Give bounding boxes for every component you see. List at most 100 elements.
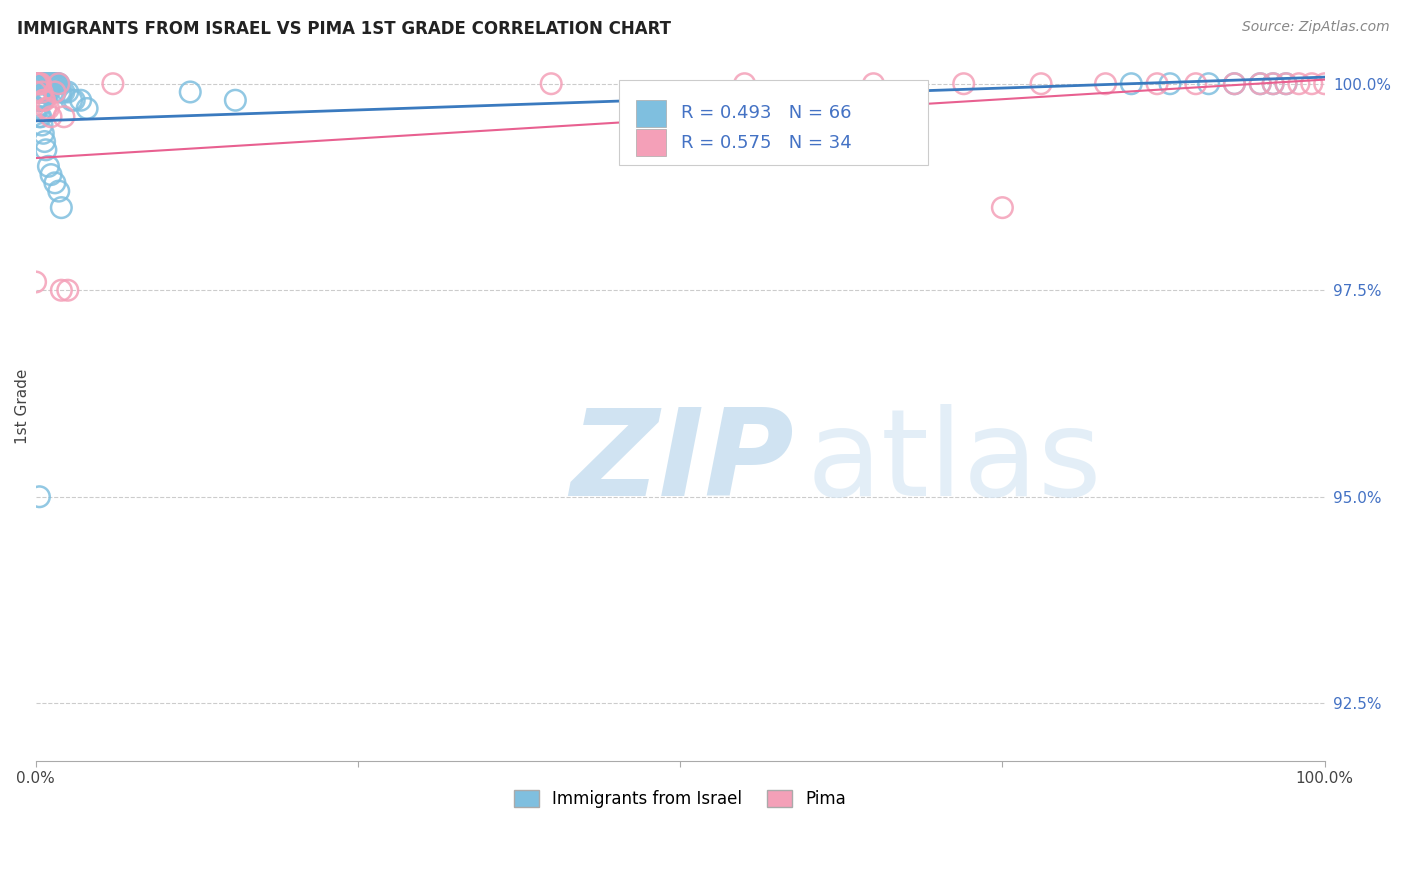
Point bbox=[952, 77, 974, 91]
Point bbox=[31, 77, 53, 91]
Point bbox=[1301, 77, 1323, 91]
Point bbox=[46, 77, 69, 91]
Point bbox=[35, 85, 58, 99]
Point bbox=[60, 93, 83, 107]
Point bbox=[25, 102, 48, 116]
Point bbox=[1261, 77, 1284, 91]
Point bbox=[1029, 77, 1052, 91]
Point bbox=[179, 85, 201, 99]
Point bbox=[1146, 77, 1168, 91]
Text: IMMIGRANTS FROM ISRAEL VS PIMA 1ST GRADE CORRELATION CHART: IMMIGRANTS FROM ISRAEL VS PIMA 1ST GRADE… bbox=[17, 20, 671, 37]
Point bbox=[32, 85, 55, 99]
Point bbox=[56, 283, 79, 297]
Point bbox=[24, 102, 46, 116]
Text: R = 0.493   N = 66: R = 0.493 N = 66 bbox=[681, 104, 851, 122]
Point bbox=[27, 85, 49, 99]
Point bbox=[31, 85, 53, 99]
Text: ZIPatlas: ZIPatlas bbox=[571, 404, 1054, 521]
Point bbox=[28, 490, 51, 504]
Text: atlas: atlas bbox=[807, 404, 1102, 521]
Point bbox=[30, 110, 52, 124]
Point bbox=[63, 93, 86, 107]
Point bbox=[1275, 77, 1298, 91]
Point bbox=[34, 85, 56, 99]
Point bbox=[27, 93, 49, 107]
Point bbox=[44, 176, 66, 190]
Point bbox=[1313, 77, 1336, 91]
Point bbox=[32, 93, 55, 107]
Point bbox=[25, 77, 48, 91]
Point bbox=[101, 77, 124, 91]
Point bbox=[30, 93, 52, 107]
Point bbox=[37, 77, 59, 91]
Point bbox=[1198, 77, 1220, 91]
Point bbox=[34, 77, 56, 91]
Point bbox=[28, 77, 51, 91]
Point bbox=[25, 77, 48, 91]
Point bbox=[862, 77, 884, 91]
Point bbox=[30, 77, 52, 91]
Point bbox=[37, 159, 59, 173]
Point bbox=[37, 85, 59, 99]
Point bbox=[35, 143, 58, 157]
Point bbox=[52, 85, 75, 99]
Point bbox=[37, 102, 59, 116]
Point bbox=[51, 201, 73, 215]
Point bbox=[1288, 77, 1310, 91]
Point bbox=[39, 77, 62, 91]
Point bbox=[45, 77, 67, 91]
Point bbox=[41, 77, 63, 91]
Point bbox=[1275, 77, 1298, 91]
Point bbox=[52, 110, 75, 124]
Point bbox=[34, 93, 56, 107]
Point bbox=[37, 77, 59, 91]
Point bbox=[27, 77, 49, 91]
Point bbox=[34, 135, 56, 149]
Point bbox=[48, 184, 70, 198]
Point bbox=[31, 118, 53, 132]
Point bbox=[48, 77, 70, 91]
Point bbox=[28, 85, 51, 99]
Point bbox=[224, 93, 246, 107]
Point bbox=[37, 85, 59, 99]
Point bbox=[42, 77, 65, 91]
Point bbox=[25, 85, 48, 99]
Point bbox=[30, 77, 52, 91]
Point bbox=[76, 102, 98, 116]
Point bbox=[31, 85, 53, 99]
Point bbox=[39, 110, 62, 124]
Point bbox=[1184, 77, 1206, 91]
Point bbox=[51, 283, 73, 297]
Point bbox=[38, 77, 60, 91]
Point bbox=[44, 77, 66, 91]
Point bbox=[540, 77, 562, 91]
Point bbox=[991, 201, 1014, 215]
Text: R = 0.575   N = 34: R = 0.575 N = 34 bbox=[681, 134, 851, 152]
Point bbox=[1223, 77, 1246, 91]
Point bbox=[32, 126, 55, 140]
Point bbox=[28, 93, 51, 107]
Point bbox=[39, 168, 62, 182]
Text: ZIP: ZIP bbox=[571, 404, 794, 521]
Point bbox=[1261, 77, 1284, 91]
Point bbox=[32, 77, 55, 91]
Point bbox=[48, 77, 70, 91]
Point bbox=[31, 93, 53, 107]
Point bbox=[24, 275, 46, 289]
Point bbox=[27, 77, 49, 91]
Point bbox=[44, 85, 66, 99]
Point bbox=[1223, 77, 1246, 91]
Point bbox=[28, 110, 51, 124]
Point bbox=[56, 85, 79, 99]
Point bbox=[1159, 77, 1181, 91]
Text: Source: ZipAtlas.com: Source: ZipAtlas.com bbox=[1241, 20, 1389, 34]
Point bbox=[27, 102, 49, 116]
Point bbox=[28, 77, 51, 91]
Point bbox=[51, 85, 73, 99]
Point bbox=[25, 77, 48, 91]
Point bbox=[1249, 77, 1271, 91]
Point bbox=[24, 93, 46, 107]
Point bbox=[49, 85, 72, 99]
Point bbox=[1249, 77, 1271, 91]
Point bbox=[69, 93, 91, 107]
